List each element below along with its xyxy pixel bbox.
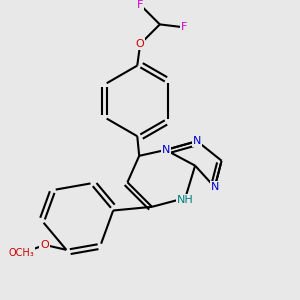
Text: F: F [181,22,188,32]
Text: NH: NH [177,195,194,205]
Text: F: F [137,0,143,10]
Text: OCH₃: OCH₃ [8,248,34,258]
Text: O: O [40,240,49,250]
Text: N: N [193,136,201,146]
Text: N: N [211,182,219,192]
Text: N: N [161,145,170,155]
Text: O: O [136,39,145,49]
